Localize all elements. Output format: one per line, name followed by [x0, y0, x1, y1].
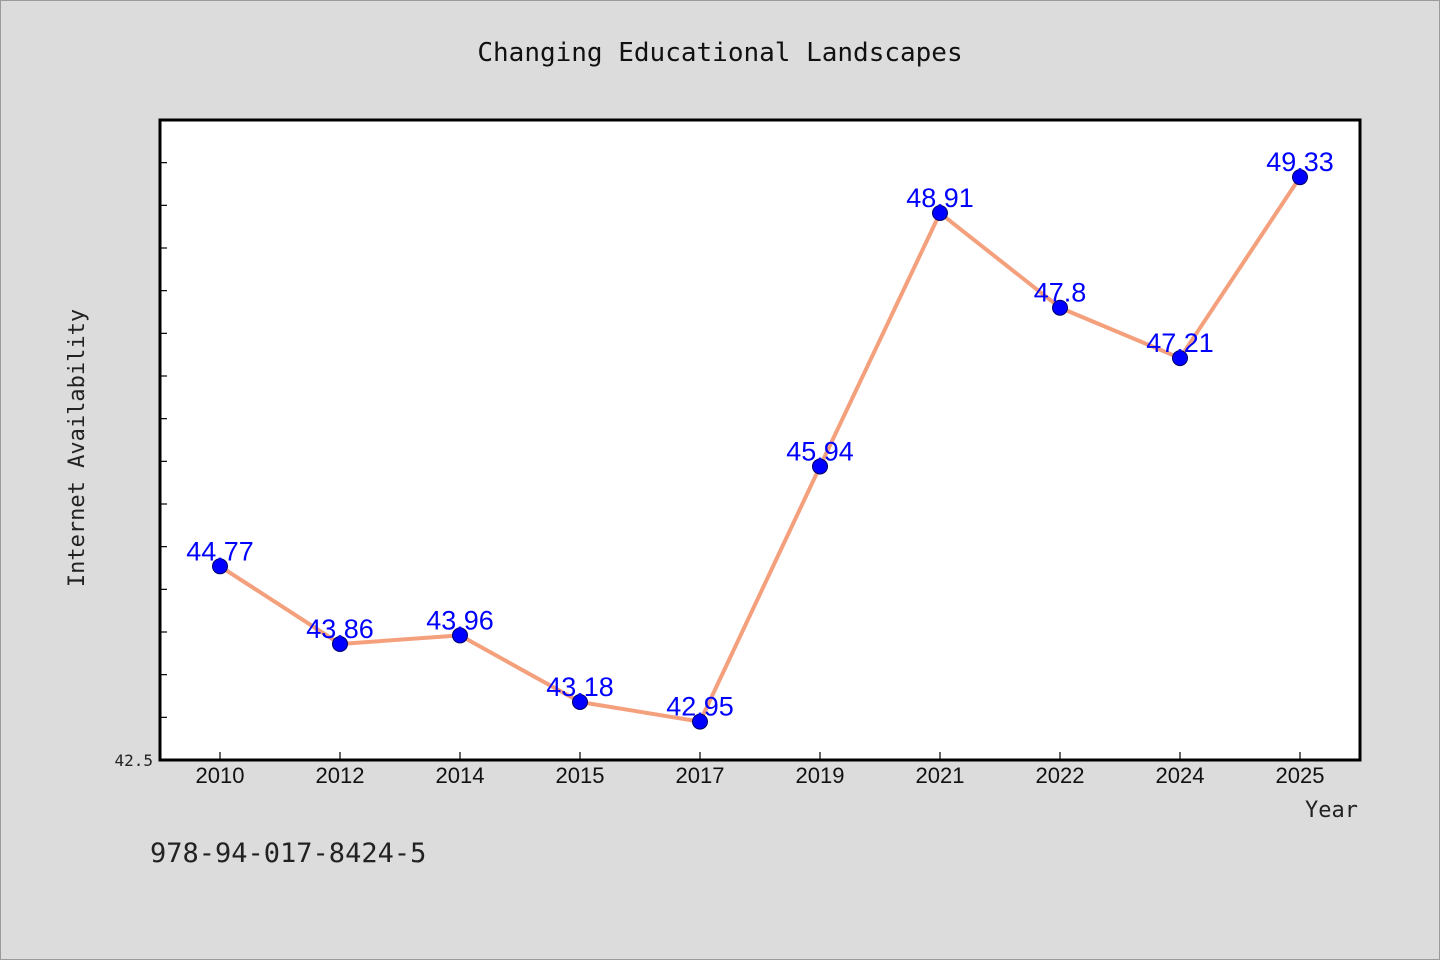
- x-tick-label: 2022: [1036, 763, 1085, 788]
- data-labels: 44.77 43.86 43.96 43.18 42.95 45.94 48.91 47.8 4…: [186, 147, 1334, 721]
- x-tick-label: 2021: [916, 763, 965, 788]
- data-label: 49.33: [1266, 147, 1334, 177]
- data-label: 42.95: [666, 692, 734, 722]
- data-label: 44.77: [186, 536, 254, 566]
- series-line: [218, 175, 1302, 724]
- x-tick-label: 2014: [436, 763, 485, 788]
- data-label: 48.91: [906, 183, 974, 213]
- x-axis-label: Year: [1305, 798, 1358, 823]
- data-point: [1052, 299, 1068, 316]
- data-markers: [212, 169, 1308, 730]
- data-point: [692, 713, 708, 730]
- plot-border: [158, 118, 1362, 762]
- chart-title: Changing Educational Landscapes: [477, 38, 962, 68]
- data-point: [1172, 350, 1188, 367]
- footnote-isbn: 978-94-017-8424-5: [150, 838, 426, 869]
- x-tick-label: 2019: [796, 763, 845, 788]
- x-tick-label: 2024: [1156, 763, 1205, 788]
- data-label: 43.18: [546, 672, 614, 702]
- data-point: [212, 558, 228, 575]
- data-point: [572, 693, 588, 710]
- x-tick-label: 2015: [556, 763, 605, 788]
- y-tick-label: 42.5: [114, 751, 153, 770]
- x-tick-label: 2010: [196, 763, 245, 788]
- data-point: [1292, 169, 1308, 186]
- x-tick-label: 2017: [676, 763, 725, 788]
- data-point: [452, 627, 468, 644]
- data-label: 47.8: [1034, 278, 1087, 308]
- data-point: [932, 205, 948, 222]
- data-label: 43.86: [306, 614, 374, 644]
- data-label: 45.94: [786, 436, 854, 466]
- data-point: [332, 635, 348, 652]
- data-label: 47.21: [1146, 328, 1214, 358]
- x-tick-label: 2025: [1276, 763, 1325, 788]
- x-tick-label: 2012: [316, 763, 365, 788]
- plot-area: [160, 120, 1360, 760]
- y-axis-label: Internet Availability: [65, 309, 90, 587]
- x-axis-ticks: 2010 2012 2014 2015 2017 2019 2021 2022 2024 2025: [196, 752, 1325, 788]
- data-point: [812, 458, 828, 475]
- data-label: 43.96: [426, 605, 494, 635]
